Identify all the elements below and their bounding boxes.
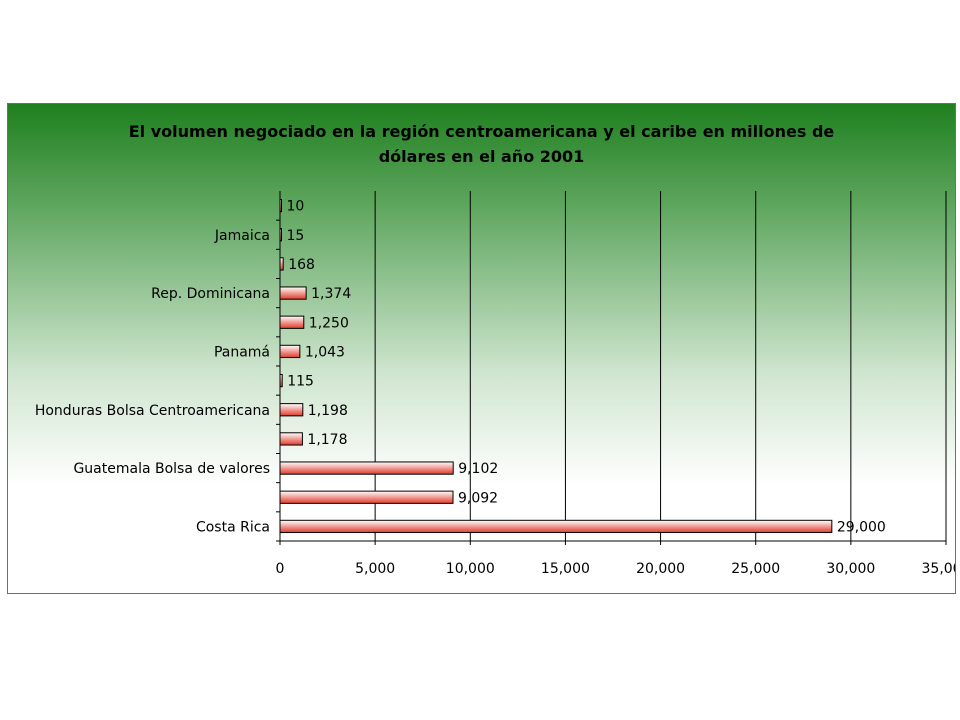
category-label-4: Honduras Bolsa Centroamericana (35, 403, 270, 419)
category-label-2: Guatemala Bolsa de valores (73, 461, 270, 477)
bar-8 (279, 286, 307, 300)
bar-1 (279, 490, 454, 504)
x-tick-label-2: 10,000 (446, 561, 495, 577)
bar-11 (279, 198, 282, 213)
bar-7 (279, 315, 305, 329)
bar-0 (279, 519, 833, 534)
x-tick-label-0: 0 (276, 561, 285, 577)
data-label-3: 1,178 (307, 432, 347, 448)
data-label-8: 1,374 (311, 286, 351, 302)
bar-2 (279, 461, 454, 475)
chart-title-line-2: dólares en el año 2001 (378, 147, 585, 166)
data-label-9: 168 (288, 257, 315, 273)
x-tick-label-4: 20,000 (636, 561, 685, 577)
category-label-6: Panamá (214, 344, 270, 360)
chart-area: El volumen negociado en la región centro… (7, 103, 956, 594)
bar-3 (279, 432, 303, 446)
chart-title-line-1: El volumen negociado en la región centro… (128, 122, 835, 141)
bar-4 (279, 403, 304, 417)
data-label-11: 10 (287, 199, 305, 215)
bar-9 (279, 257, 284, 271)
x-tick-label-3: 15,000 (541, 561, 590, 577)
data-label-6: 1,043 (305, 344, 345, 360)
bar-10 (279, 228, 282, 242)
chart-title: El volumen negociado en la región centro… (8, 119, 955, 169)
category-label-10: Jamaica (214, 228, 270, 244)
data-label-4: 1,198 (308, 403, 348, 419)
data-label-5: 115 (287, 374, 314, 390)
data-label-10: 15 (287, 228, 305, 244)
x-tick-label-5: 25,000 (731, 561, 780, 577)
category-label-0: Costa Rica (196, 519, 270, 535)
category-label-8: Rep. Dominicana (151, 286, 270, 302)
data-label-2: 9,102 (458, 461, 498, 477)
data-label-7: 1,250 (309, 315, 349, 331)
x-tick-label-6: 30,000 (826, 561, 875, 577)
x-tick-label-1: 5,000 (355, 561, 395, 577)
bar-chart-plot: 0 5,000 10,000 15,000 20,000 25,000 30,000 35,0… (35, 191, 956, 577)
bar-6 (279, 344, 301, 359)
data-label-0: 29,000 (837, 519, 886, 535)
data-label-1: 9,092 (458, 490, 498, 506)
x-tick-label-7: 35,000 (922, 561, 956, 577)
bar-5 (279, 373, 283, 388)
